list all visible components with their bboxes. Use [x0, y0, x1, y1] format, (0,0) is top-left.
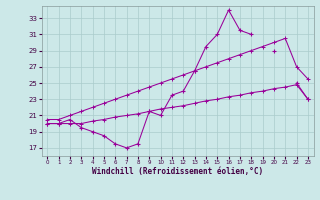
- X-axis label: Windchill (Refroidissement éolien,°C): Windchill (Refroidissement éolien,°C): [92, 167, 263, 176]
